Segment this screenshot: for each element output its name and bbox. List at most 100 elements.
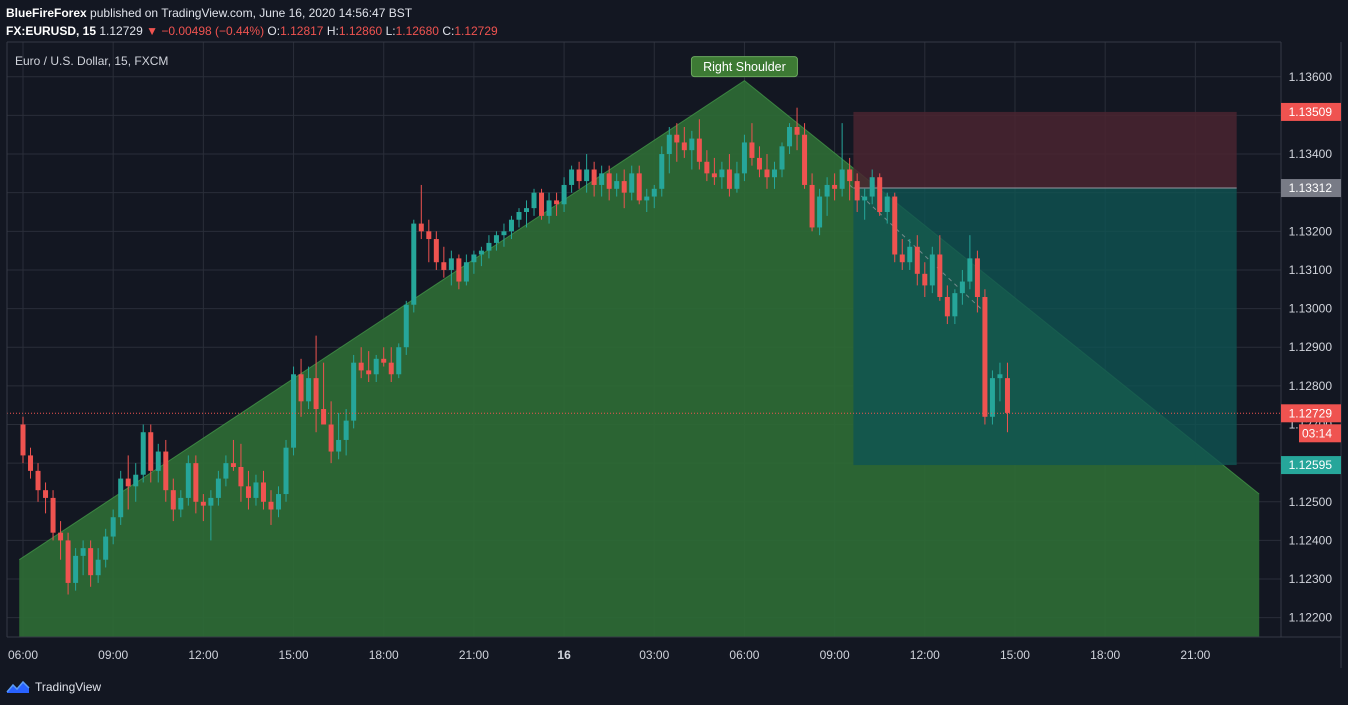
candle[interactable]	[486, 235, 492, 259]
candle[interactable]	[396, 343, 402, 379]
candle[interactable]	[741, 134, 747, 182]
candle[interactable]	[726, 154, 732, 197]
candle[interactable]	[185, 455, 191, 506]
candle[interactable]	[178, 490, 184, 518]
candle[interactable]	[441, 246, 447, 278]
candle[interactable]	[869, 169, 875, 205]
candle[interactable]	[1004, 362, 1010, 433]
candle[interactable]	[599, 165, 605, 197]
candle[interactable]	[103, 528, 109, 568]
candle[interactable]	[847, 157, 853, 201]
candle[interactable]	[629, 165, 635, 201]
candle[interactable]	[88, 540, 94, 587]
candle[interactable]	[764, 154, 770, 189]
candle[interactable]	[253, 474, 259, 506]
candle[interactable]	[689, 130, 695, 170]
candle[interactable]	[95, 548, 101, 583]
candle[interactable]	[929, 246, 935, 294]
candle[interactable]	[313, 335, 319, 433]
candle[interactable]	[20, 416, 26, 464]
candle[interactable]	[65, 532, 71, 595]
author-name[interactable]: BlueFireForex	[6, 6, 87, 20]
candle[interactable]	[426, 219, 432, 263]
candle[interactable]	[298, 358, 304, 417]
candle[interactable]	[283, 439, 289, 502]
candle[interactable]	[351, 354, 357, 429]
candle[interactable]	[208, 490, 214, 541]
candle[interactable]	[892, 192, 898, 263]
candle[interactable]	[809, 173, 815, 232]
candle[interactable]	[388, 347, 394, 382]
candle[interactable]	[621, 169, 627, 209]
candle[interactable]	[501, 223, 507, 247]
candle[interactable]	[674, 123, 680, 162]
candle[interactable]	[734, 161, 740, 193]
candle[interactable]	[696, 119, 702, 170]
candle[interactable]	[140, 424, 146, 483]
time-axis[interactable]: 06:00 09:00 12:00 15:00 18:00 21:00 16 03:00 06:…	[8, 648, 1211, 662]
candle[interactable]	[321, 362, 327, 425]
candle[interactable]	[862, 188, 868, 220]
candle[interactable]	[291, 366, 297, 456]
candle[interactable]	[824, 177, 830, 216]
candle[interactable]	[959, 269, 965, 305]
candle[interactable]	[659, 146, 665, 197]
candle[interactable]	[516, 208, 522, 228]
candle[interactable]	[193, 455, 199, 514]
candle[interactable]	[433, 231, 439, 270]
candle[interactable]	[170, 478, 176, 522]
candle[interactable]	[681, 127, 687, 158]
candle[interactable]	[584, 154, 590, 193]
price-chart[interactable]: Right Shoulder 1.12200 1.12300 1.12400 1.12…	[0, 40, 1348, 668]
symbol-label[interactable]: FX:EURUSD, 15	[6, 24, 97, 38]
candle[interactable]	[974, 250, 980, 313]
candle[interactable]	[749, 123, 755, 166]
candle[interactable]	[636, 165, 642, 205]
candles-layer[interactable]	[20, 107, 1010, 595]
candle[interactable]	[328, 401, 334, 464]
candle[interactable]	[531, 188, 537, 216]
candle[interactable]	[877, 173, 883, 216]
candle[interactable]	[546, 192, 552, 224]
candle[interactable]	[43, 482, 49, 514]
candle[interactable]	[854, 173, 860, 212]
candle[interactable]	[787, 123, 793, 155]
candle[interactable]	[719, 161, 725, 189]
candle[interactable]	[937, 235, 943, 301]
candle[interactable]	[554, 192, 560, 216]
candle[interactable]	[35, 463, 41, 502]
candle[interactable]	[215, 470, 221, 506]
price-label[interactable]: 1.12595	[1281, 456, 1341, 475]
candle[interactable]	[539, 188, 545, 220]
candle[interactable]	[794, 107, 800, 151]
candle[interactable]	[802, 123, 808, 189]
candle[interactable]	[606, 165, 612, 201]
price-label[interactable]: 1.13509	[1281, 102, 1341, 121]
candle[interactable]	[336, 412, 342, 460]
candle[interactable]	[366, 351, 372, 382]
candle[interactable]	[245, 470, 251, 510]
candle[interactable]	[914, 235, 920, 286]
candle[interactable]	[118, 470, 124, 525]
candle[interactable]	[471, 250, 477, 274]
stop-loss-zone[interactable]	[853, 111, 1237, 189]
candle[interactable]	[358, 347, 364, 379]
candle[interactable]	[614, 173, 620, 197]
candle[interactable]	[268, 490, 274, 525]
candle[interactable]	[403, 300, 409, 355]
candle[interactable]	[952, 289, 958, 325]
candle[interactable]	[967, 235, 973, 290]
candle[interactable]	[155, 443, 161, 483]
candle[interactable]	[839, 123, 845, 197]
candle[interactable]	[80, 540, 86, 576]
candle[interactable]	[817, 188, 823, 236]
candle[interactable]	[524, 200, 530, 228]
candle[interactable]	[223, 455, 229, 487]
candle[interactable]	[163, 439, 169, 502]
candle[interactable]	[58, 521, 64, 560]
candle[interactable]	[28, 447, 34, 479]
candle[interactable]	[832, 173, 838, 201]
candle[interactable]	[493, 231, 499, 251]
candle[interactable]	[110, 509, 116, 545]
candle[interactable]	[508, 215, 514, 240]
